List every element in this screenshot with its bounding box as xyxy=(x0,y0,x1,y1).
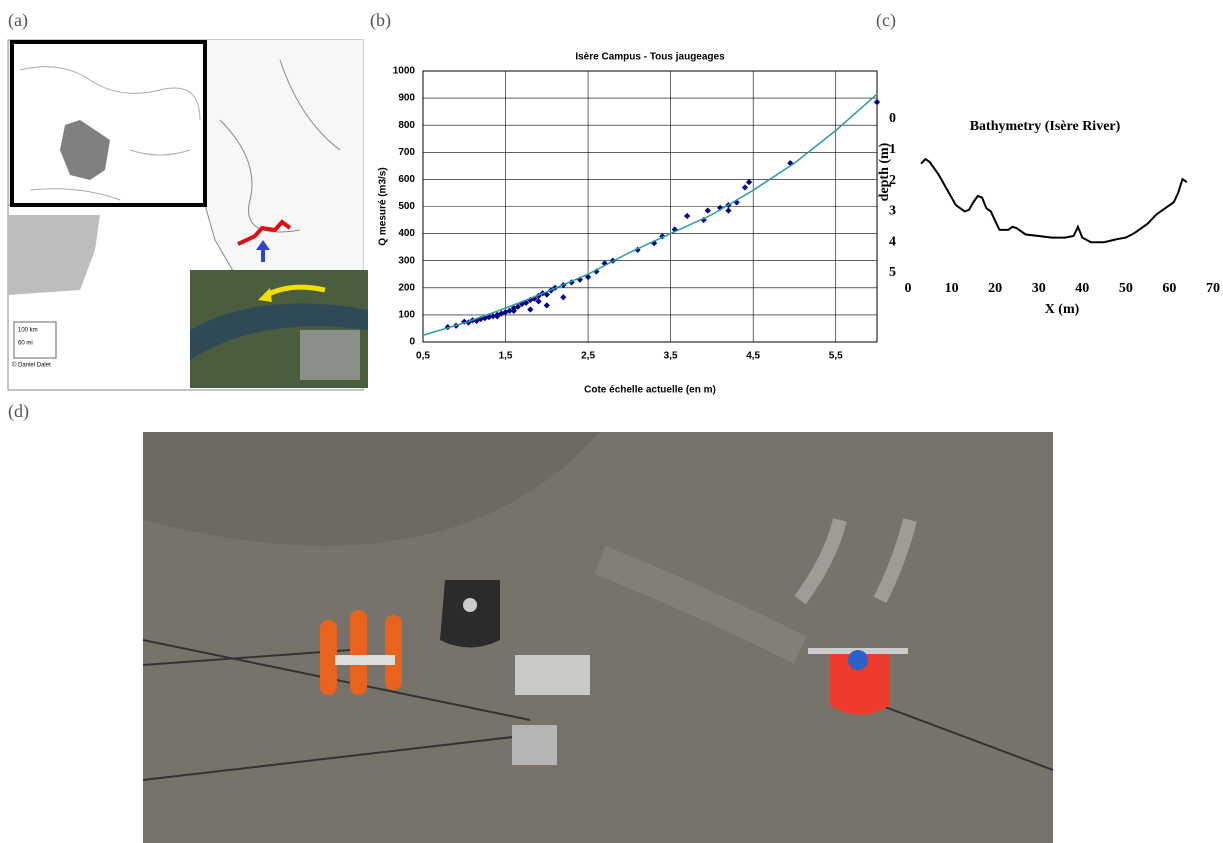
scale-text: 100 km xyxy=(18,328,38,334)
y-tick-label: 0 xyxy=(889,111,896,126)
panel-label: (a) xyxy=(8,10,28,31)
x-tick-label: 30 xyxy=(1032,281,1046,296)
panel-label: (d) xyxy=(8,401,29,422)
x-tick-label: 5,5 xyxy=(829,351,843,362)
x-tick-label: 1,5 xyxy=(499,351,513,362)
y-tick-label: 1 xyxy=(889,142,896,157)
chart-title: Isère Campus - Tous jaugeages xyxy=(575,52,725,63)
scale-text: 60 mi xyxy=(18,341,33,347)
chart-title: Bathymetry (Isère River) xyxy=(970,119,1121,134)
scale-text: © Daniel Dalet xyxy=(12,362,51,369)
x-axis-label: Cote échelle actuelle (en m) xyxy=(584,385,716,396)
y-tick-label: 4 xyxy=(889,234,896,249)
panel-label: (b) xyxy=(370,10,391,31)
y-tick-label: 700 xyxy=(398,147,415,158)
scatter-point xyxy=(485,313,493,321)
x-tick-label: 4,5 xyxy=(746,351,760,362)
y-tick-label: 600 xyxy=(398,174,415,185)
x-tick-label: 10 xyxy=(945,281,959,296)
photo xyxy=(142,432,1054,843)
y-tick-label: 500 xyxy=(398,201,415,212)
x-tick-label: 40 xyxy=(1075,281,1089,296)
y-tick-label: 2 xyxy=(889,173,896,188)
y-tick-label: 400 xyxy=(398,228,415,239)
x-tick-label: 20 xyxy=(988,281,1002,296)
y-axis-label: depth (m) xyxy=(877,142,892,201)
y-tick-label: 100 xyxy=(398,310,415,321)
scatter-point xyxy=(506,307,513,314)
map: 100 km 60 mi © Daniel Dalet xyxy=(7,39,368,391)
y-tick-label: 1000 xyxy=(393,66,416,77)
y-tick-label: 900 xyxy=(398,93,415,104)
y-axis-label: Q mesuré (m3/s) xyxy=(378,167,389,245)
x-axis-label: X (m) xyxy=(1045,302,1080,317)
y-tick-label: 5 xyxy=(889,265,896,280)
y-tick-label: 0 xyxy=(409,337,415,348)
y-tick-label: 300 xyxy=(398,255,415,266)
x-tick-label: 0 xyxy=(905,281,912,296)
x-tick-label: 3,5 xyxy=(664,351,678,362)
y-tick-label: 3 xyxy=(889,204,896,219)
y-tick-label: 200 xyxy=(398,282,415,293)
x-tick-label: 50 xyxy=(1119,281,1133,296)
scatter-point xyxy=(494,313,501,320)
data-line xyxy=(920,157,1188,244)
data-line xyxy=(422,93,878,336)
x-tick-label: 0,5 xyxy=(416,351,430,362)
panel-label: (c) xyxy=(876,10,896,31)
y-tick-label: 800 xyxy=(398,120,415,131)
scatter-point xyxy=(514,303,522,310)
x-tick-label: 70 xyxy=(1206,281,1220,296)
x-tick-label: 2,5 xyxy=(581,351,595,362)
x-tick-label: 60 xyxy=(1162,281,1176,296)
